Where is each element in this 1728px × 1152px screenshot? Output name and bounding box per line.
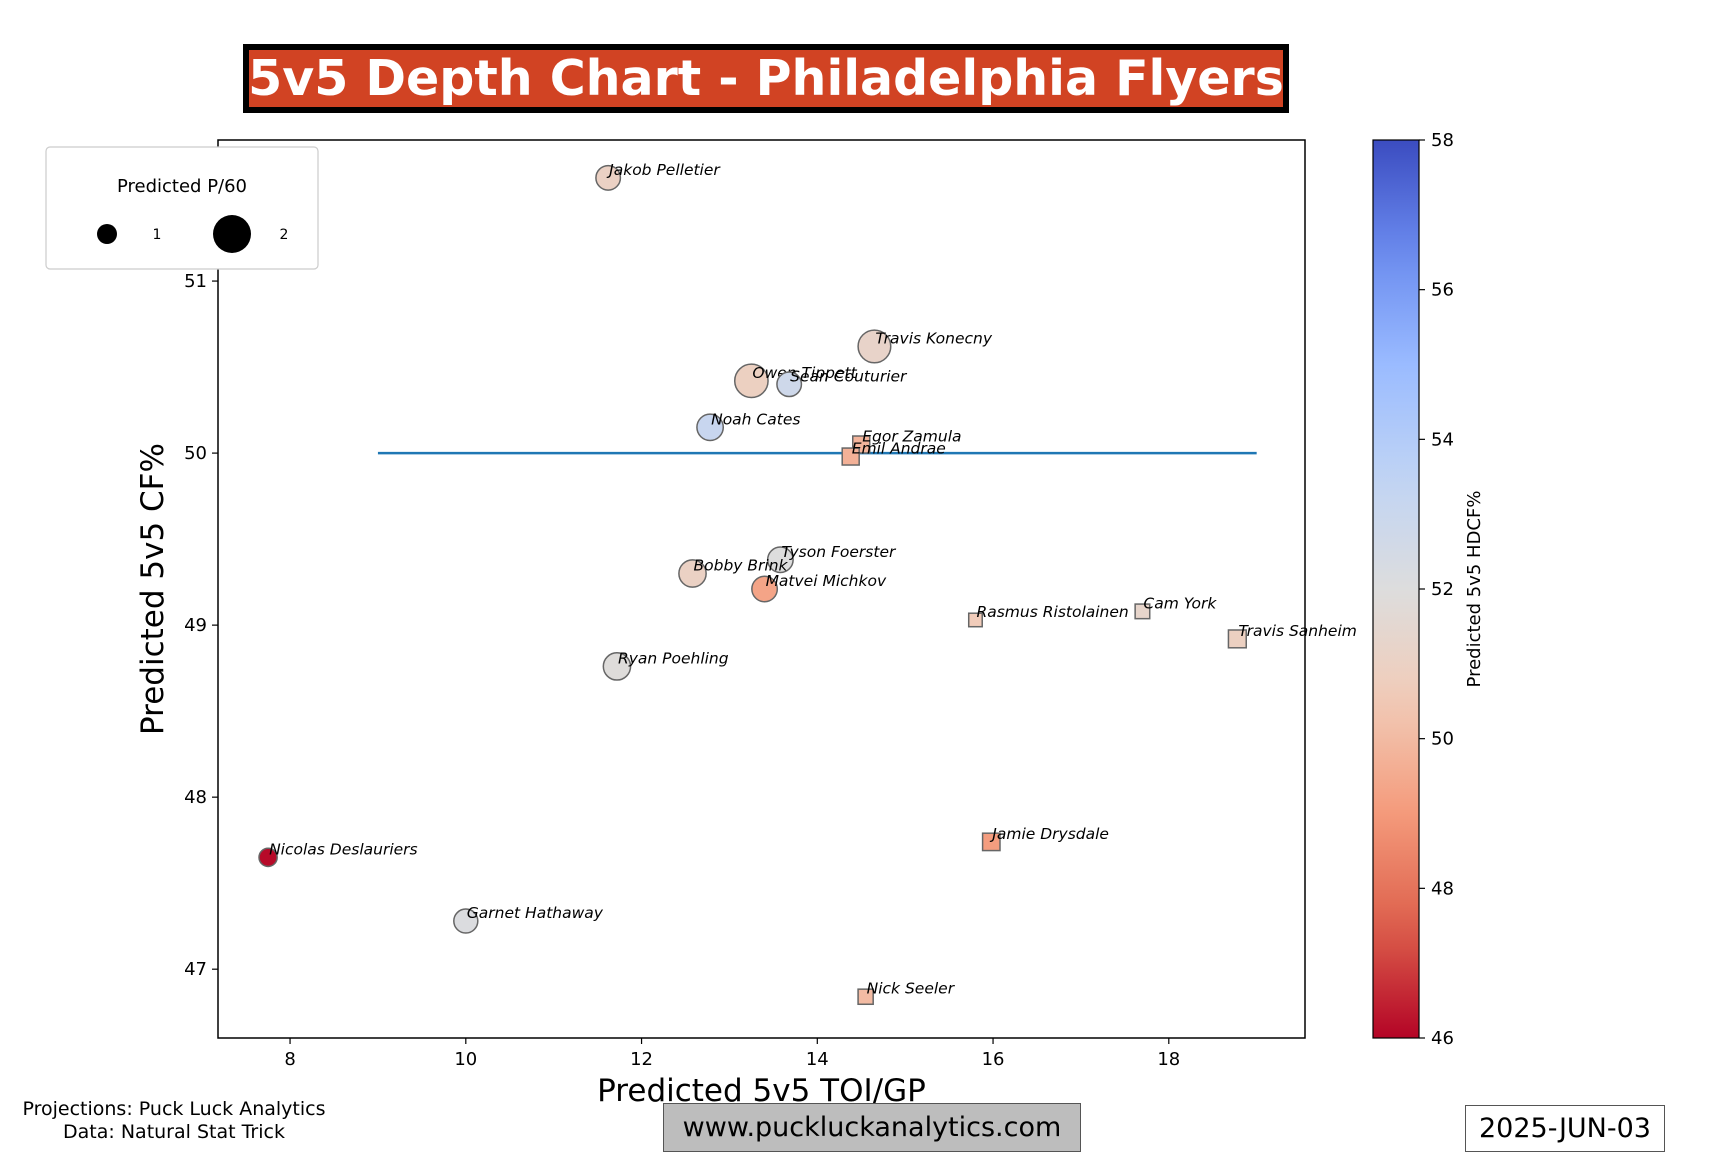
label-nicolas-deslauriers: Nicolas Deslauriers bbox=[269, 840, 418, 858]
label-matvei-michkov: Matvei Michkov bbox=[766, 572, 887, 590]
x-tick-label: 10 bbox=[454, 1049, 477, 1070]
y-tick-label: 50 bbox=[184, 443, 207, 464]
point-jakob-pelletier bbox=[595, 164, 622, 191]
legend-marker-2 bbox=[213, 215, 251, 253]
colorbar-tick-label: 50 bbox=[1431, 729, 1454, 750]
point-noah-cates bbox=[696, 413, 725, 442]
label-travis-sanheim: Travis Sanheim bbox=[1238, 622, 1357, 640]
x-tick-label: 8 bbox=[284, 1049, 295, 1070]
colorbar: 46 48 50 52 54 56 58 Predicted 5v5 HDCF% bbox=[1372, 130, 1485, 1049]
label-emil-andrae: Emil Andrae bbox=[852, 440, 946, 458]
projections-credit: Projections: Puck Luck Analytics bbox=[22, 1098, 326, 1120]
plot-frame bbox=[217, 139, 1306, 1039]
point-travis-konecny bbox=[857, 329, 892, 364]
y-tick-label: 51 bbox=[184, 271, 207, 292]
point-matvei-michkov bbox=[751, 575, 779, 603]
point-bobby-brink bbox=[678, 559, 707, 588]
footer-credits: Projections: Puck Luck Analytics Data: N… bbox=[12, 1098, 336, 1144]
label-noah-cates: Noah Cates bbox=[711, 410, 800, 428]
x-tick-label: 12 bbox=[630, 1049, 653, 1070]
label-jamie-drysdale: Jamie Drysdale bbox=[989, 825, 1109, 843]
colorbar-tick-label: 46 bbox=[1431, 1028, 1454, 1049]
legend-label-2: 2 bbox=[280, 227, 289, 243]
point-tyson-foerster bbox=[766, 546, 794, 574]
colorbar-tick-label: 54 bbox=[1431, 429, 1454, 450]
point-owen-tippett bbox=[733, 363, 769, 399]
y-axis-label: Predicted 5v5 CF% bbox=[135, 443, 171, 735]
label-tyson-foerster: Tyson Foerster bbox=[781, 543, 897, 561]
size-legend: Predicted P/60 1 2 bbox=[45, 146, 319, 270]
chart-title-banner: 5v5 Depth Chart - Philadelphia Flyers bbox=[243, 44, 1289, 113]
legend-marker-1 bbox=[97, 224, 117, 244]
label-travis-konecny: Travis Konecny bbox=[875, 329, 992, 347]
y-tick-label: 48 bbox=[184, 787, 207, 808]
colorbar-tick-label: 58 bbox=[1431, 130, 1454, 151]
x-tick-label: 16 bbox=[982, 1049, 1005, 1070]
point-emil-andrae bbox=[841, 447, 860, 466]
x-tick-label: 18 bbox=[1157, 1049, 1180, 1070]
point-ryan-poehling bbox=[602, 652, 632, 681]
chart-title: 5v5 Depth Chart - Philadelphia Flyers bbox=[248, 50, 1284, 107]
label-egor-zamula: Egor Zamula bbox=[862, 427, 961, 445]
point-garnet-hathaway bbox=[453, 908, 479, 934]
point-travis-sanheim bbox=[1227, 629, 1247, 649]
y-tick-label: 47 bbox=[184, 959, 207, 980]
colorbar-label: Predicted 5v5 HDCF% bbox=[1464, 491, 1485, 688]
date-stamp: 2025-JUN-03 bbox=[1465, 1105, 1665, 1152]
point-cam-york bbox=[1134, 603, 1151, 620]
label-cam-york: Cam York bbox=[1143, 594, 1217, 612]
label-rasmus-ristolainen: Rasmus Ristolainen bbox=[976, 603, 1128, 621]
point-nick-seeler bbox=[857, 988, 874, 1006]
colorbar-tick-label: 48 bbox=[1431, 878, 1454, 899]
label-sean-couturier: Sean Couturier bbox=[790, 367, 908, 385]
point-jamie-drysdale bbox=[981, 832, 1001, 852]
colorbar-tick-label: 52 bbox=[1431, 579, 1454, 600]
label-garnet-hathaway: Garnet Hathaway bbox=[467, 904, 604, 922]
x-tick-label: 14 bbox=[806, 1049, 829, 1070]
point-sean-couturier bbox=[776, 371, 803, 398]
data-source-credit: Data: Natural Stat Trick bbox=[63, 1121, 285, 1143]
legend-label-1: 1 bbox=[153, 227, 162, 243]
point-rasmus-ristolainen bbox=[967, 612, 983, 628]
website-url: www.puckluckanalytics.com bbox=[663, 1103, 1081, 1152]
label-nick-seeler: Nick Seeler bbox=[867, 980, 956, 998]
label-ryan-poehling: Ryan Poehling bbox=[618, 649, 729, 667]
legend-frame bbox=[45, 146, 319, 270]
colorbar-tick-label: 56 bbox=[1431, 280, 1454, 301]
colorbar-gradient bbox=[1372, 139, 1420, 1039]
y-tick-label: 49 bbox=[184, 615, 207, 636]
label-bobby-brink: Bobby Brink bbox=[694, 557, 789, 575]
label-jakob-pelletier: Jakob Pelletier bbox=[606, 161, 721, 179]
point-nicolas-deslauriers bbox=[258, 847, 278, 868]
legend-title: Predicted P/60 bbox=[117, 176, 247, 197]
